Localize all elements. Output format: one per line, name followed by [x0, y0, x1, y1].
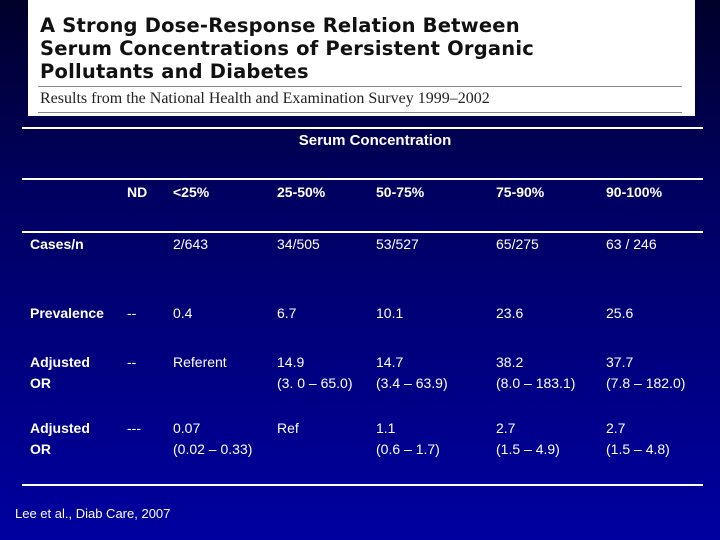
- divider: [38, 86, 682, 87]
- table-cell: 2/643: [173, 236, 209, 252]
- column-header: <25%: [173, 184, 210, 200]
- table-cell: 14.7: [376, 354, 404, 370]
- table-cell: 37.7: [606, 354, 634, 370]
- table-cell: --: [127, 305, 137, 321]
- table-cell: --: [127, 354, 137, 370]
- citation: Lee et al., Diab Care, 2007: [15, 506, 171, 521]
- table-cell: 0.07: [173, 420, 201, 436]
- table-cell: 14.9: [277, 354, 305, 370]
- table-cell: (0.02 – 0.33): [173, 441, 253, 457]
- table-cell: 23.6: [496, 305, 524, 321]
- table-cell: 2.7: [496, 420, 516, 436]
- table-cell: 25.6: [606, 305, 634, 321]
- slide-subtitle: Results from the National Health and Exa…: [40, 90, 490, 107]
- column-header-rule: [22, 231, 703, 233]
- table-cell: 63 / 246: [606, 236, 657, 252]
- table-bottom-rule: [22, 484, 703, 486]
- slide-title: A Strong Dose-Response Relation Between …: [40, 14, 534, 83]
- header-rule: [22, 178, 703, 180]
- column-header: 50-75%: [376, 184, 425, 200]
- table-cell: (8.0 – 183.1): [496, 375, 576, 391]
- table-cell: (7.8 – 182.0): [606, 375, 686, 391]
- column-header: 75-90%: [496, 184, 545, 200]
- table-cell: (1.5 – 4.9): [496, 441, 560, 457]
- table-cell: 34/505: [277, 236, 320, 252]
- table-cell: 0.4: [173, 305, 193, 321]
- group-header: Serum Concentration: [298, 132, 452, 149]
- table-cell: 2.7: [606, 420, 626, 436]
- table-cell: Referent: [173, 354, 227, 370]
- table-cell: 65/275: [496, 236, 539, 252]
- table-cell: 38.2: [496, 354, 524, 370]
- column-header: 25-50%: [277, 184, 326, 200]
- row-label: Adjusted: [30, 354, 90, 370]
- table-cell: 10.1: [376, 305, 404, 321]
- table-top-rule: [22, 127, 703, 129]
- divider: [38, 112, 682, 113]
- table-cell: 6.7: [277, 305, 297, 321]
- table-cell: 1.1: [376, 420, 396, 436]
- row-label: Cases/n: [30, 236, 84, 252]
- table-cell: ---: [127, 420, 141, 436]
- table-cell: (3.4 – 63.9): [376, 375, 448, 391]
- column-header: 90-100%: [606, 184, 663, 200]
- title-image: A Strong Dose-Response Relation Between …: [28, 0, 695, 116]
- table-cell: (0.6 – 1.7): [376, 441, 440, 457]
- table-cell: Ref: [277, 420, 299, 436]
- row-label: OR: [30, 441, 51, 457]
- table-cell: (3. 0 – 65.0): [277, 375, 353, 391]
- row-label: OR: [30, 375, 51, 391]
- table-cell: (1.5 – 4.8): [606, 441, 670, 457]
- column-header: ND: [127, 184, 148, 200]
- row-label: Adjusted: [30, 420, 90, 436]
- table-cell: 53/527: [376, 236, 419, 252]
- row-label: Prevalence: [30, 305, 104, 321]
